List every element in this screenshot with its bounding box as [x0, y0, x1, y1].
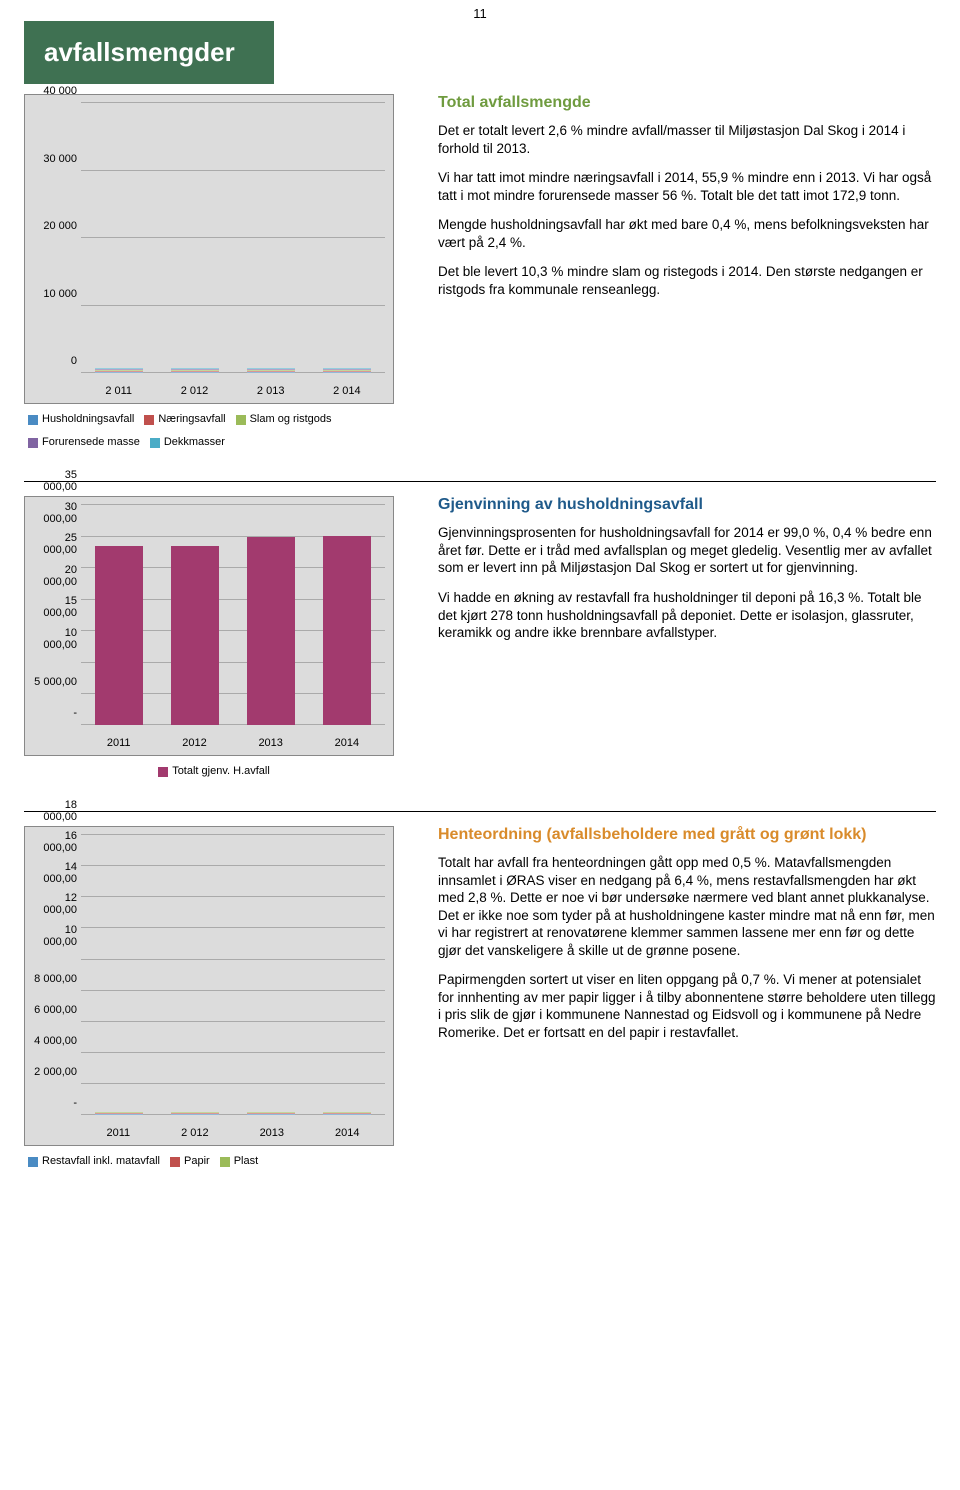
chart1-legend: HusholdningsavfallNæringsavfallSlam og r… [24, 404, 414, 461]
chart2-legend: Totalt gjenv. H.avfall [24, 756, 414, 791]
chart3-plot: -2 000,004 000,006 000,008 000,0010 000,… [81, 835, 385, 1115]
section1: Total avfallsmengde Det er totalt levert… [438, 94, 936, 461]
sec2-p2: Vi hadde en økning av restavfall fra hus… [438, 589, 936, 642]
section2: Gjenvinning av husholdningsavfall Gjenvi… [438, 496, 936, 791]
sec3-p1: Totalt har avfall fra henteordningen gåt… [438, 854, 936, 959]
sec3-p2: Papirmengden sortert ut viser en liten o… [438, 971, 936, 1041]
row-1: 010 00020 00030 00040 000 2 0112 0122 01… [24, 94, 936, 461]
chart3-legend: Restavfall inkl. matavfallPapirPlast [24, 1146, 414, 1181]
sec2-title: Gjenvinning av husholdningsavfall [438, 496, 936, 514]
row-2: -5 000,0010 000,0015 000,0020 000,0025 0… [24, 496, 936, 791]
sec1-p2: Vi har tatt imot mindre næringsavfall i … [438, 169, 936, 204]
sec1-p4: Det ble levert 10,3 % mindre slam og ris… [438, 263, 936, 298]
page-root: 11 avfallsmengder 010 00020 00030 00040 … [0, 0, 960, 1241]
page-title: avfallsmengder [24, 21, 274, 84]
row-3: -2 000,004 000,006 000,008 000,0010 000,… [24, 826, 936, 1181]
sec1-p3: Mengde husholdningsavfall har økt med ba… [438, 216, 936, 251]
divider-2 [24, 811, 936, 812]
chart2-xlabels: 2011201220132014 [81, 737, 385, 749]
sec1-title: Total avfallsmengde [438, 94, 936, 112]
page-number: 11 [24, 0, 936, 21]
chart1-col: 010 00020 00030 00040 000 2 0112 0122 01… [24, 94, 414, 461]
sec3-title: Henteordning (avfallsbeholdere med grått… [438, 826, 936, 844]
sec2-p1: Gjenvinningsprosenten for husholdningsav… [438, 524, 936, 577]
chart1-plot: 010 00020 00030 00040 000 [81, 103, 385, 373]
divider-1 [24, 481, 936, 482]
chart1: 010 00020 00030 00040 000 2 0112 0122 01… [24, 94, 394, 404]
chart3: -2 000,004 000,006 000,008 000,0010 000,… [24, 826, 394, 1146]
chart3-col: -2 000,004 000,006 000,008 000,0010 000,… [24, 826, 414, 1181]
chart2-plot: -5 000,0010 000,0015 000,0020 000,0025 0… [81, 505, 385, 725]
chart2: -5 000,0010 000,0015 000,0020 000,0025 0… [24, 496, 394, 756]
chart1-xlabels: 2 0112 0122 0132 014 [81, 385, 385, 397]
sec1-p1: Det er totalt levert 2,6 % mindre avfall… [438, 122, 936, 157]
chart2-col: -5 000,0010 000,0015 000,0020 000,0025 0… [24, 496, 414, 791]
section3: Henteordning (avfallsbeholdere med grått… [438, 826, 936, 1181]
chart3-xlabels: 20112 01220132014 [81, 1127, 385, 1139]
